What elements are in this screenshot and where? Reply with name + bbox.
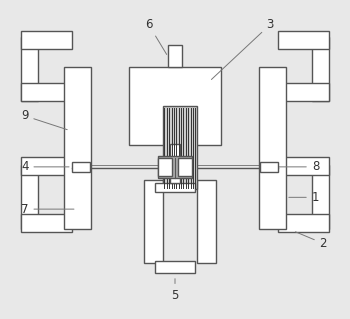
- Bar: [155, 182, 195, 192]
- Bar: [21, 165, 38, 229]
- Bar: [168, 45, 182, 67]
- Bar: [163, 106, 197, 189]
- Text: 1: 1: [289, 191, 319, 204]
- Bar: [259, 67, 286, 229]
- Text: 7: 7: [21, 203, 74, 216]
- Bar: [21, 37, 38, 101]
- Bar: [21, 83, 72, 101]
- Bar: [144, 180, 163, 263]
- Bar: [170, 165, 180, 182]
- Bar: [278, 83, 329, 101]
- Bar: [170, 144, 180, 168]
- Text: 6: 6: [145, 18, 167, 55]
- Bar: [158, 156, 192, 178]
- Text: 4: 4: [21, 160, 69, 173]
- Bar: [72, 162, 90, 172]
- Bar: [155, 261, 195, 273]
- Text: 2: 2: [295, 232, 327, 250]
- Bar: [64, 67, 91, 229]
- Bar: [260, 162, 278, 172]
- Bar: [178, 158, 192, 176]
- Text: 5: 5: [171, 279, 179, 302]
- Bar: [278, 157, 329, 175]
- Bar: [312, 165, 329, 229]
- Bar: [278, 31, 329, 49]
- Bar: [21, 214, 72, 232]
- Bar: [21, 31, 72, 49]
- Text: 9: 9: [21, 109, 67, 130]
- Bar: [278, 214, 329, 232]
- Text: 3: 3: [211, 18, 274, 79]
- Bar: [21, 157, 72, 175]
- Bar: [197, 180, 216, 263]
- Text: 8: 8: [263, 160, 319, 173]
- Bar: [312, 37, 329, 101]
- Bar: [129, 67, 221, 145]
- Bar: [158, 158, 172, 176]
